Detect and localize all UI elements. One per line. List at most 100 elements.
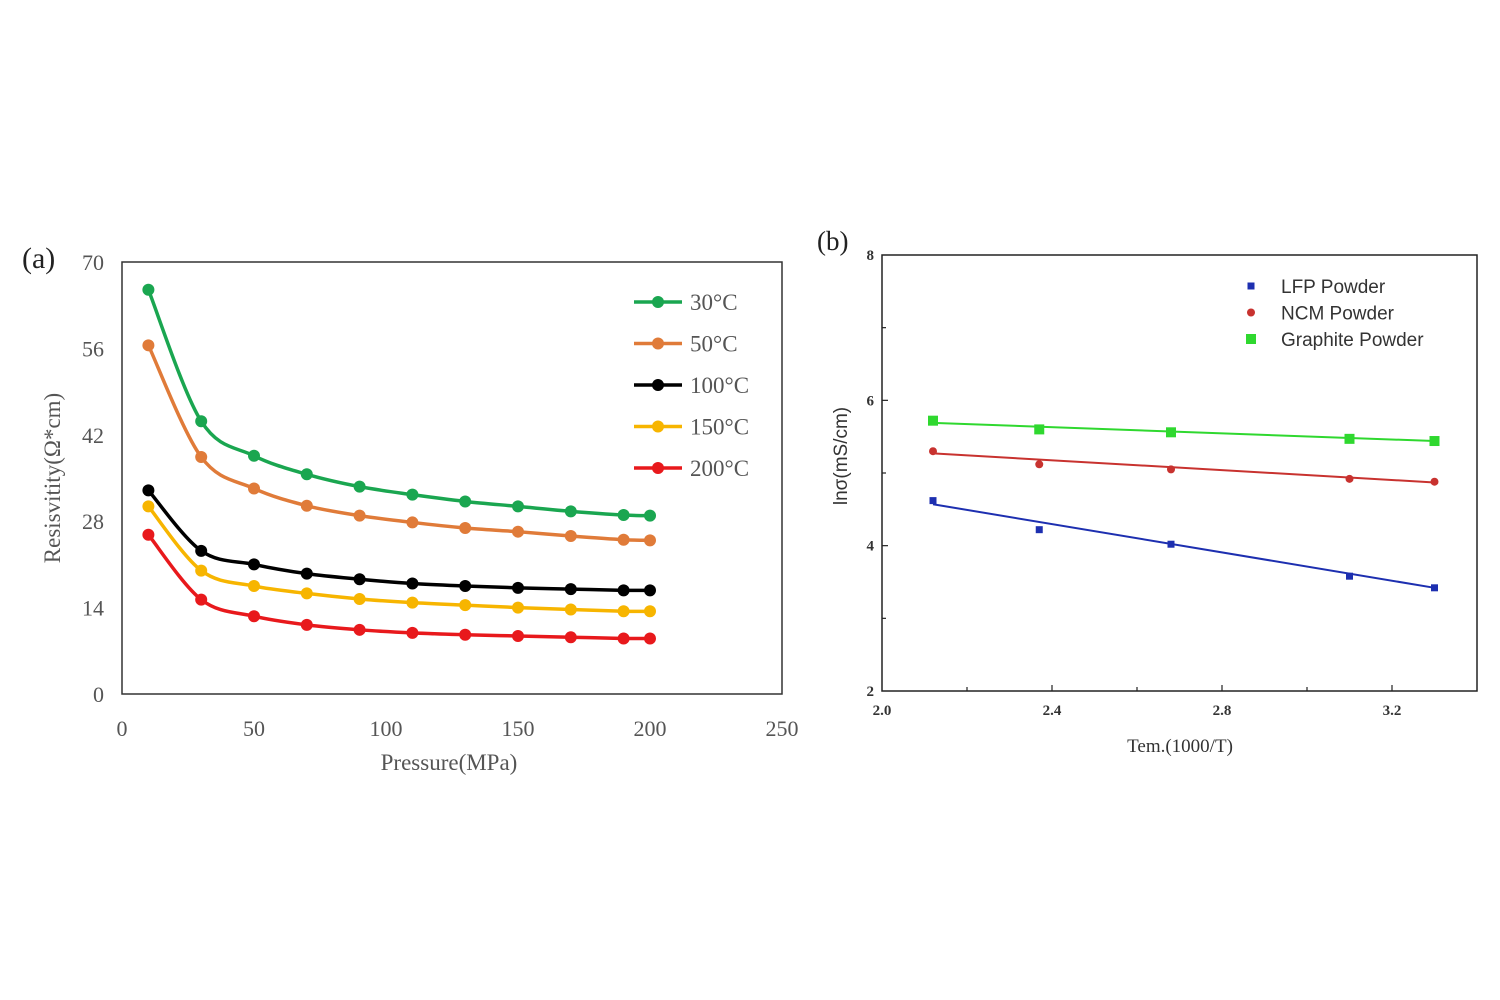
chart-a-data-point [512,581,524,594]
chart-b-x-ticks: 2.0 2.4 2.8 3.2 [873,685,1402,719]
chart-a-data-point [564,631,577,644]
chart-a-y-tick-label: 0 [93,682,104,707]
chart-a-data-point [195,593,208,606]
chart-b-y-tick-label: 6 [867,393,875,409]
chart-a-x-axis-label: Pressure(MPa) [381,750,518,775]
chart-a-data-point [617,584,630,597]
chart-a-data-point [195,564,208,577]
chart-b-data-point [1035,460,1044,469]
chart-a-data-point [248,449,260,462]
chart-b-data-point [1430,477,1439,486]
chart-a-data-point [564,530,577,543]
chart-a-data-point [644,605,656,618]
chart-b-data-point [1344,433,1355,444]
chart-b-legend-item: LFP Powder [1247,277,1386,298]
chart-b-series-ncm-powder [929,447,1439,486]
chart-b-data-point [928,415,938,426]
chart-a-data-point [142,528,155,541]
chart-a-data-point [644,509,656,522]
chart-a-legend-swatch-marker [652,462,664,474]
chart-a-legend-swatch-marker [652,296,664,308]
chart-a-data-point [406,488,419,501]
chart-a-legend: 30°C 50°C 100°C 150°C 200°C [634,290,749,481]
chart-a-data-point [564,603,577,616]
chart-b-series [928,415,1440,592]
chart-a-y-tick-label: 14 [82,596,104,621]
chart-a-data-point [644,632,656,645]
chart-a-data-point [617,632,630,645]
chart-a-data-point [564,583,577,596]
chart-a-data-point [300,618,313,631]
chart-a-legend-label: 200°C [690,456,749,481]
chart-a-series-100-c [142,484,656,597]
chart-b-y-tick-label: 4 [867,539,875,555]
chart-b-y-tick-label: 2 [867,684,875,700]
chart-a-data-point [459,628,472,641]
chart-a-x-tick-label: 100 [370,716,403,741]
chart-a-panel-label: (a) [22,242,55,275]
chart-a-legend-label: 150°C [690,415,749,440]
chart-a-x-tick-label: 250 [766,716,799,741]
chart-b-x-tick-label: 3.2 [1383,703,1402,719]
chart-a-data-point [406,516,419,529]
chart-a-data-point [300,567,313,580]
chart-a-data-point [300,499,313,512]
chart-b-data-point [929,447,937,456]
chart-a-x-tick-label: 200 [634,716,667,741]
chart-a-data-point [142,339,155,352]
chart-a-data-point [142,283,155,296]
chart-a-data-point [617,509,630,522]
chart-b-legend-swatch [1247,282,1255,290]
chart-a-y-tick-label: 56 [82,336,104,361]
chart-b-y-axis-label: lnσ(mS/cm) [831,407,852,505]
chart-a-series-150-c [142,500,656,618]
chart-b-data-point [1346,572,1353,580]
chart-a-data-point [195,544,208,557]
chart-b-x-tick-label: 2.4 [1043,703,1062,719]
chart-b-fit-line [932,421,1435,443]
chart-b-series-lfp-powder [929,497,1438,592]
chart-a-legend-item: 100°C [634,373,749,398]
chart-a-series-200-c [142,528,656,645]
chart-a-data-point [406,577,419,590]
chart-b-y-ticks: 2 4 6 8 [867,248,888,700]
chart-a-data-point [459,495,472,508]
chart-b: (b) 2 4 6 8 2.0 2.4 2.8 3.2 LFP Powder NCM Powd… [817,226,1478,757]
chart-a-legend-swatch-marker [652,337,664,350]
chart-a-series-line [146,289,651,518]
chart-a-data-point [142,484,155,497]
chart-a-data-point [406,596,419,609]
chart-a-data-point [248,558,260,571]
chart-b-data-point [1166,427,1176,438]
chart-b-series-graphite-powder [928,415,1440,447]
chart-a-legend-item: 50°C [634,332,738,357]
chart-a-data-point [195,451,208,464]
chart-b-data-point [1167,540,1175,548]
chart-a-series-line [146,344,651,543]
chart-b-x-axis-label: Tem.(1000/T) [1127,736,1233,757]
chart-b-data-point [1034,424,1045,435]
chart-a-legend-swatch-marker [652,420,664,433]
chart-a-legend-label: 30°C [690,290,738,315]
chart-a-x-tick-label: 150 [502,716,535,741]
chart-a-legend-label: 50°C [690,332,738,357]
chart-a-legend-label: 100°C [690,373,749,398]
chart-a-y-ticks: 0 14 28 42 56 70 [82,250,104,707]
chart-a-data-point [459,580,472,592]
chart-a-y-tick-label: 28 [82,509,104,534]
chart-a-plot-frame [121,261,783,695]
chart-b-legend-swatch [1247,308,1255,317]
chart-a-data-point [353,509,366,522]
chart-a-legend-item: 30°C [634,290,738,315]
chart-b-fit-line [932,452,1435,484]
chart-a-data-point [512,525,524,538]
chart-a-data-point [353,592,366,605]
chart-b-data-point [929,497,937,505]
chart-a-data-point [248,482,260,495]
chart-a-data-point [617,533,630,546]
chart-b-legend-item: Graphite Powder [1246,330,1424,351]
chart-b-legend-label: Graphite Powder [1281,330,1424,351]
chart-a-y-tick-label: 42 [82,423,104,448]
chart-b-data-point [1167,465,1175,474]
chart-a-x-tick-label: 0 [117,716,128,741]
